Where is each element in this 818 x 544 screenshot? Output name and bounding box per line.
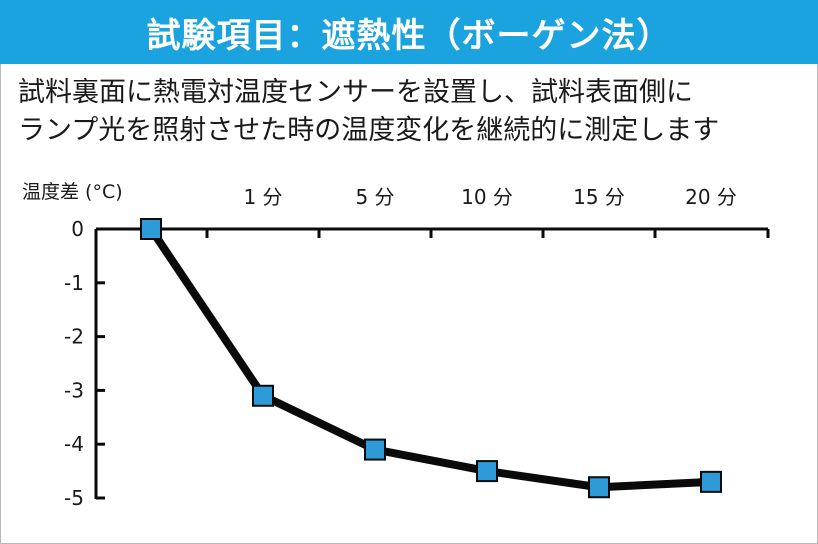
description-line-1: 試料裏面に熱電対温度センサーを設置し、試料表面側に xyxy=(18,77,693,108)
data-point-marker xyxy=(476,460,498,483)
series-group xyxy=(140,218,722,499)
chart-title: 試験項目：遮熱性（ボーゲン法） xyxy=(146,15,672,56)
x-tick-label: 15 分 xyxy=(573,185,625,209)
y-tick-label: -5 xyxy=(64,486,84,510)
data-point-marker xyxy=(140,218,162,240)
axes-group: 0 -1 -2 -3 -4 -5 1 分 5 分 10 分 15 分 20 分 xyxy=(64,185,770,510)
x-tick-label: 20 分 xyxy=(685,185,737,209)
data-point-marker xyxy=(364,438,386,461)
x-tick-label: 5 分 xyxy=(355,185,394,209)
y-tick-label: -4 xyxy=(64,432,84,456)
test-description: 試料裏面に熱電対温度センサーを設置し、試料表面側に ランプ光を照射させた時の温度… xyxy=(18,74,808,150)
x-tick-label: 1 分 xyxy=(243,185,282,209)
y-tick-label: -2 xyxy=(64,325,84,349)
y-tick-label: 0 xyxy=(71,217,84,241)
title-banner: 試験項目：遮熱性（ボーゲン法） xyxy=(0,0,818,64)
description-line-2: ランプ光を照射させた時の温度変化を継続的に測定します xyxy=(18,115,720,146)
series-line xyxy=(147,225,715,492)
y-tick-label: -1 xyxy=(64,271,84,295)
data-point-marker xyxy=(252,384,274,407)
data-point-marker xyxy=(700,470,722,493)
x-tick-label: 10 分 xyxy=(461,185,513,209)
y-axis-label: 温度差 (°C) xyxy=(22,181,123,203)
y-tick-label: -3 xyxy=(64,378,84,402)
data-point-marker xyxy=(588,476,610,499)
